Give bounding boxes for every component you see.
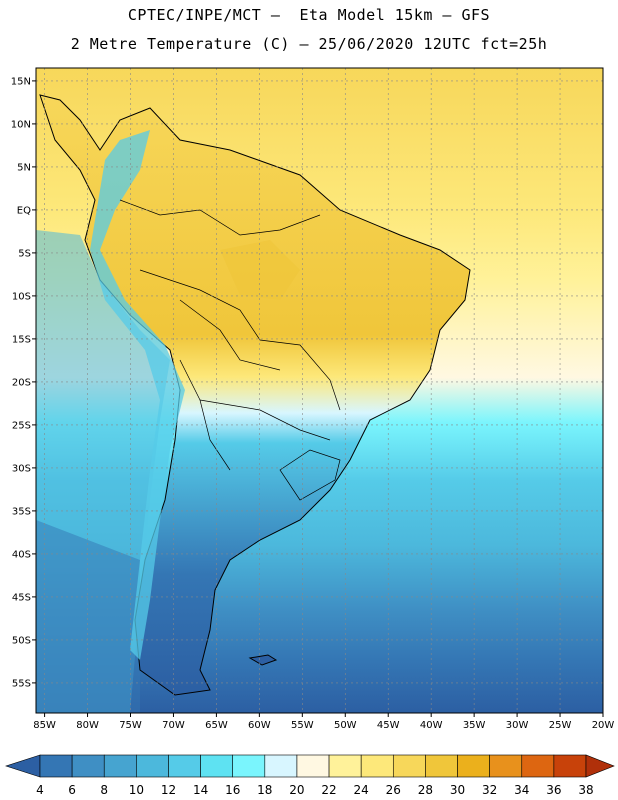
colorbar-level-label: 38 bbox=[578, 783, 593, 797]
andes-cold-region bbox=[90, 130, 185, 660]
lon-tick-label: 75W bbox=[119, 720, 142, 731]
colorbar-level-label: 18 bbox=[257, 783, 272, 797]
country-borders bbox=[119, 199, 341, 501]
pacific-cold-band bbox=[36, 520, 140, 713]
colorbar-swatch bbox=[200, 754, 234, 778]
falkland-islands bbox=[248, 654, 278, 666]
colorbar-level-label: 32 bbox=[482, 783, 497, 797]
lat-tick-label: 30S bbox=[12, 463, 31, 474]
lon-tick-label: 55W bbox=[291, 720, 314, 731]
map-field bbox=[36, 68, 603, 713]
colorbar-level-label: 36 bbox=[546, 783, 561, 797]
colorbar-level-label: 16 bbox=[225, 783, 240, 797]
amazon-warm-patch bbox=[220, 240, 300, 300]
lat-tick-label: 5S bbox=[18, 248, 31, 259]
colorbar-level-label: 6 bbox=[68, 783, 76, 797]
colorbar-swatch bbox=[71, 754, 105, 778]
colorbar-level-label: 22 bbox=[321, 783, 336, 797]
colorbar-level-label: 26 bbox=[386, 783, 401, 797]
longitude-labels: 85W 80W 75W 70W 65W 60W 55W 50W 45W 40W 35W 30W 25W 2… bbox=[33, 720, 614, 731]
colorbar-swatch bbox=[553, 754, 587, 778]
lat-tick-label: 40S bbox=[12, 549, 31, 560]
lat-tick-label: 45S bbox=[12, 592, 31, 603]
lon-tick-label: 35W bbox=[463, 720, 486, 731]
colorbar: 4 6 8 10 12 14 16 18 20 22 24 26 28 30 32 34 36 38 bbox=[5, 754, 615, 797]
colorbar-swatch bbox=[425, 754, 458, 778]
lon-tick-label: 20W bbox=[592, 720, 615, 731]
lon-tick-label: 65W bbox=[205, 720, 228, 731]
map-gridlines bbox=[32, 68, 604, 717]
lon-tick-label: 70W bbox=[162, 720, 185, 731]
lon-tick-label: 30W bbox=[506, 720, 529, 731]
lon-tick-label: 40W bbox=[420, 720, 443, 731]
lat-tick-label: 10S bbox=[12, 291, 31, 302]
lat-tick-label: 35S bbox=[12, 506, 31, 517]
colorbar-swatch bbox=[264, 754, 298, 778]
lat-tick-label: 50S bbox=[12, 635, 31, 646]
colorbar-swatch bbox=[489, 754, 523, 778]
colorbar-swatch bbox=[168, 754, 201, 778]
colorbar-level-label: 12 bbox=[161, 783, 176, 797]
map-title-source: CPTEC/INPE/MCT – Eta Model 15km – GFS bbox=[127, 6, 491, 24]
colorbar-swatch bbox=[232, 754, 266, 778]
colorbar-swatch bbox=[521, 754, 555, 778]
colorbar-swatch bbox=[457, 754, 490, 778]
lat-tick-label: 10N bbox=[11, 119, 31, 130]
map-frame bbox=[35, 67, 604, 714]
colorbar-level-label: 24 bbox=[354, 783, 369, 797]
lat-tick-label: 5N bbox=[17, 162, 31, 173]
colorbar-level-label: 10 bbox=[129, 783, 144, 797]
colorbar-swatch bbox=[328, 754, 362, 778]
lon-tick-label: 85W bbox=[33, 720, 56, 731]
lat-tick-label: EQ bbox=[17, 205, 31, 216]
lon-tick-label: 60W bbox=[248, 720, 271, 731]
colorbar-arrow-high bbox=[585, 754, 615, 778]
colorbar-swatch bbox=[392, 754, 426, 778]
colorbar-level-label: 34 bbox=[514, 783, 529, 797]
colorbar-level-label: 14 bbox=[193, 783, 208, 797]
lon-tick-label: 50W bbox=[334, 720, 357, 731]
lat-tick-label: 15S bbox=[12, 334, 31, 345]
colorbar-level-label: 28 bbox=[418, 783, 433, 797]
lat-tick-label: 25S bbox=[12, 420, 31, 431]
colorbar-level-label: 8 bbox=[100, 783, 108, 797]
colorbar-swatch bbox=[296, 754, 330, 778]
lat-tick-label: 20S bbox=[12, 377, 31, 388]
colorbar-swatch bbox=[136, 754, 169, 778]
colorbar-level-label: 20 bbox=[289, 783, 304, 797]
lon-tick-label: 80W bbox=[76, 720, 99, 731]
lon-tick-label: 25W bbox=[549, 720, 572, 731]
colorbar-level-label: 4 bbox=[36, 783, 44, 797]
colorbar-swatch bbox=[103, 754, 137, 778]
colorbar-arrow-low bbox=[5, 754, 41, 778]
lat-tick-label: 55S bbox=[12, 678, 31, 689]
lon-tick-label: 45W bbox=[377, 720, 400, 731]
latitude-labels: 15N 10N 5N EQ 5S 10S 15S 20S 25S 30S 35S 40S 45S 50S 5… bbox=[11, 76, 31, 689]
colorbar-swatch bbox=[39, 754, 73, 778]
colorbar-level-label: 30 bbox=[450, 783, 465, 797]
lat-tick-label: 15N bbox=[11, 76, 31, 87]
colorbar-swatch bbox=[360, 754, 394, 778]
map-title-field: 2 Metre Temperature (C) – 25/06/2020 12U… bbox=[70, 35, 548, 53]
